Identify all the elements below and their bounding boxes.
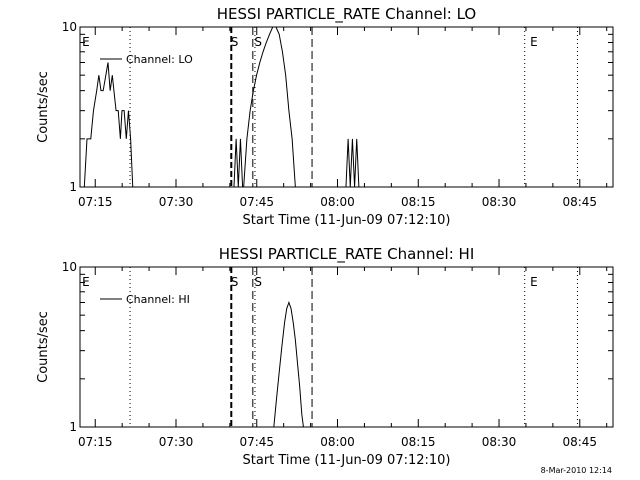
x-tick-label: 08:00 <box>320 195 355 209</box>
series-line <box>83 26 360 188</box>
x-tick-label: 08:45 <box>562 195 597 209</box>
y-tick-label: 10 <box>62 260 77 274</box>
chart-title: HESSI PARTICLE_RATE Channel: HI <box>219 245 475 264</box>
footer-timestamp: 8-Mar-2010 12:14 <box>541 466 612 475</box>
y-axis-label: Counts/sec <box>36 71 51 143</box>
x-tick-label: 08:00 <box>320 435 355 449</box>
event-marker-label: E <box>530 275 538 289</box>
event-marker-label: E <box>82 35 90 49</box>
plot-frame <box>79 26 614 188</box>
event-marker-label: S <box>254 275 262 289</box>
y-tick-label: 1 <box>69 180 77 194</box>
event-marker-label: E <box>82 275 90 289</box>
x-tick-label: 08:45 <box>562 435 597 449</box>
y-axis-label: Counts/sec <box>36 311 51 383</box>
x-tick-label: 07:15 <box>78 195 113 209</box>
chart-title: HESSI PARTICLE_RATE Channel: LO <box>217 5 476 24</box>
x-tick-label: 07:45 <box>239 195 274 209</box>
legend-label: Channel: LO <box>126 53 193 66</box>
x-tick-label: 07:15 <box>78 435 113 449</box>
x-axis-label: Start Time (11-Jun-09 07:12:10) <box>243 453 451 468</box>
y-tick-label: 10 <box>62 20 77 34</box>
x-tick-label: 07:45 <box>239 435 274 449</box>
x-tick-label: 07:30 <box>159 195 194 209</box>
x-axis-label: Start Time (11-Jun-09 07:12:10) <box>243 213 451 228</box>
y-tick-label: 1 <box>69 420 77 434</box>
event-marker-label: S <box>231 35 239 49</box>
x-tick-label: 07:30 <box>159 435 194 449</box>
legend-label: Channel: HI <box>126 293 190 306</box>
event-marker-label: S <box>231 275 239 289</box>
x-tick-label: 08:30 <box>482 435 517 449</box>
x-tick-label: 08:15 <box>401 435 436 449</box>
event-marker-label: E <box>530 35 538 49</box>
x-tick-label: 08:15 <box>401 195 436 209</box>
series-line <box>273 301 304 428</box>
panel-hi-channel: HESSI PARTICLE_RATE Channel: HI Counts/se… <box>36 245 614 468</box>
event-marker-label: S <box>254 35 262 49</box>
panel-lo-channel: HESSI PARTICLE_RATE Channel: LO Counts/se… <box>36 5 614 228</box>
x-tick-label: 08:30 <box>482 195 517 209</box>
plot-frame <box>79 266 614 428</box>
